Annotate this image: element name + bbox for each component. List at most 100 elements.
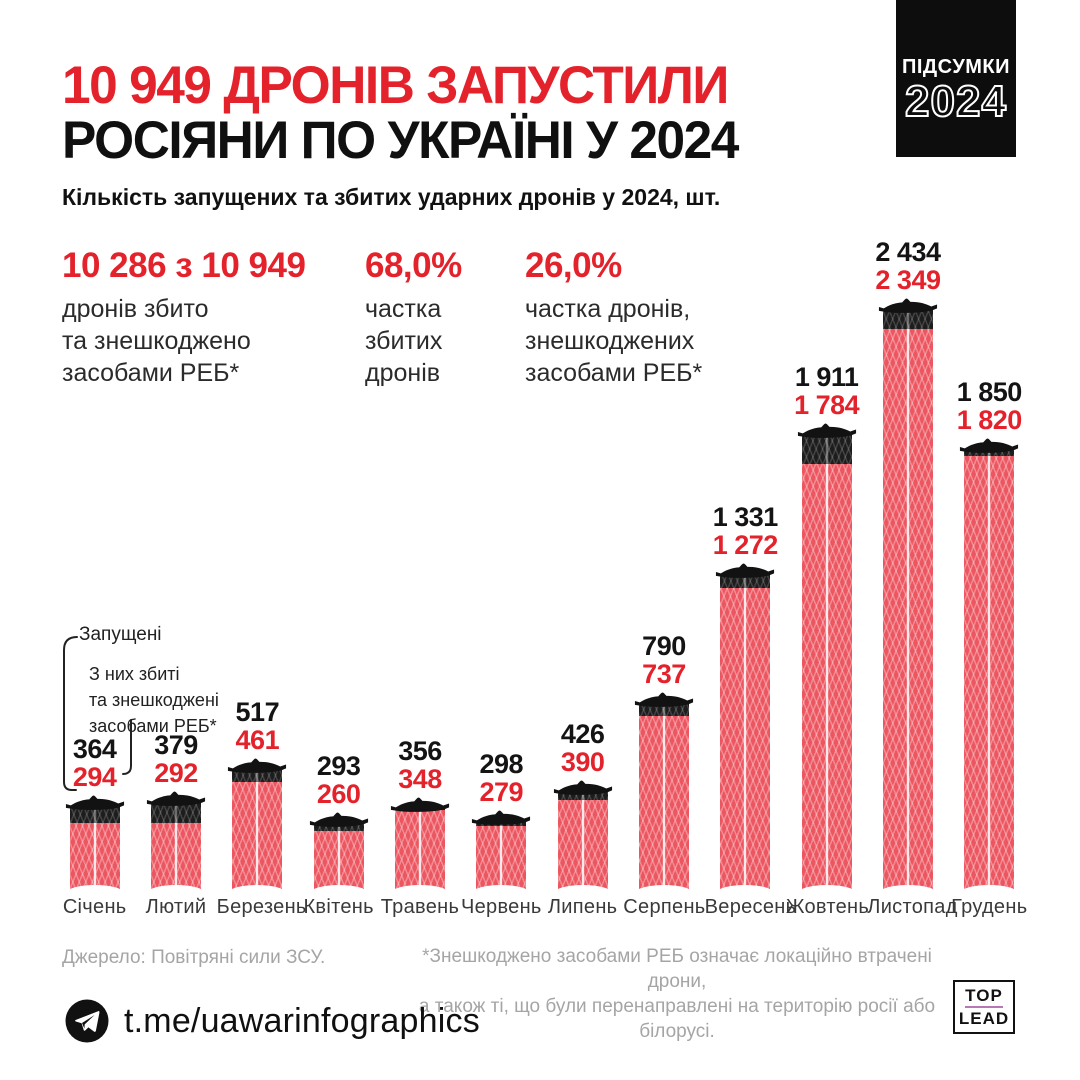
legend-connector-lines [63,636,132,791]
bar-downed-segment [232,782,283,893]
bar-chart: 364 294 379 292 517 461 293 260 356 348 298 279 426 3… [54,228,1030,901]
bar-value-launched: 293 [316,751,361,781]
month-label: Березень [216,896,307,918]
bar [878,309,937,901]
bar-bottom-notch [960,885,1019,901]
bar-value-downed: 292 [154,758,198,788]
bar-bottom-notch [878,885,937,901]
bar [634,703,693,901]
bar-downed-segment [394,810,445,893]
bar-bottom-notch [553,885,612,901]
stat-line: знешкоджених [525,327,695,355]
bar-not-downed-segment [557,791,608,800]
bar-value-launched: 1 331 [712,502,779,532]
bar-column: 1 911 1 784 [786,363,867,901]
bar-value-launched: 517 [235,697,280,727]
bar-column: 2 434 2 349 [867,237,948,901]
bar [390,808,449,901]
month-label: Лютий [145,896,207,918]
bar-column: 293 260 [298,751,379,901]
page-title: 10 949 ДРОНІВ ЗАПУСТИЛИ РОСІЯНИ ПО УКРАЇ… [62,56,739,170]
month-label: Травень [380,896,460,918]
bar-column: 1 331 1 272 [705,502,786,901]
chart-subtitle: Кількість запущених та збитих ударних др… [62,184,721,210]
title-line-black: РОСІЯНИ ПО УКРАЇНІ У 2024 [62,111,739,170]
stat-line: збитих [365,327,443,355]
stat-line: дронів збито [62,295,209,323]
drone-icon [634,692,694,707]
month-label: Грудень [951,896,1028,918]
logo-divider [965,1006,1003,1008]
bar [960,449,1019,901]
stat-line: частка дронів, [525,295,691,323]
bar-bottom-notch [716,885,775,901]
month-label: Червень [460,896,542,918]
bar-value-launched: 2 434 [875,237,941,267]
telegram-icon[interactable] [65,999,109,1043]
bar-value-downed: 2 349 [875,265,941,295]
drone-icon [960,438,1019,453]
bar-bottom-notch [797,885,856,901]
drone-icon [716,563,775,578]
bar-downed-segment [313,831,364,893]
drone-icon [228,758,287,773]
toplead-logo: TOP LEAD [953,980,1015,1034]
bar-value-downed: 348 [398,764,442,794]
bar-value-downed: 1 272 [712,530,779,560]
bar-bottom-notch [472,885,531,901]
bar-column: 364 294 [54,735,135,901]
bar-value-launched: 1 850 [956,377,1023,407]
footnote: *Знешкоджено засобами РЕБ означає локаці… [418,946,936,1042]
bar-downed-segment [476,826,527,893]
stat-value: 26,0% [525,246,622,285]
bar [797,434,856,901]
bar-column: 1 850 1 820 [949,377,1030,901]
bar-value-downed: 279 [479,777,524,807]
bar-value-downed: 737 [642,659,686,689]
bar-column: 298 279 [461,749,542,901]
year-badge: ПІДСУМКИ 2024 [896,0,1016,157]
bar-bottom-notch [228,885,287,901]
stat-downed-total: 10 286 з 10 949 дронів збито та знешкодж… [62,246,306,389]
month-label: Квітень [303,896,374,918]
bar-value-downed: 461 [235,725,280,755]
stat-line: засобами РЕБ* [525,359,703,387]
bar [65,806,124,901]
month-label: Жовтень [785,896,870,918]
bar-column: 426 390 [542,720,623,901]
bar-bottom-notch [634,885,693,901]
stat-share-ew: 26,0% частка дронів, знешкоджених засоба… [525,246,702,389]
title-line-red: 10 949 ДРОНІВ ЗАПУСТИЛИ [62,56,729,115]
bar [309,823,368,901]
drone-icon [797,423,856,438]
stat-line: дронів [365,359,441,387]
bar [716,574,775,901]
bar-not-downed-segment [313,823,364,831]
month-label: Листопад [867,896,958,918]
month-label: Липень [547,896,618,918]
drone-icon [472,810,531,825]
month-label: Січень [62,896,127,918]
drone-icon [878,298,937,313]
bar-not-downed-segment [69,806,120,823]
bar-downed-segment [801,464,852,893]
telegram-link[interactable]: t.me/uawarinfographics [65,999,480,1043]
bar-downed-segment [557,800,608,893]
x-axis-labels: Січень Лютий Березень Квітень Травень Червень… [54,896,1030,919]
bar-downed-segment [69,823,120,893]
bar-bottom-notch [65,885,124,901]
bar [553,791,612,901]
bar [146,802,205,901]
bar-not-downed-segment [150,802,201,823]
month-label: Серпень [623,896,706,918]
drone-icon [309,812,368,827]
stat-value: 10 286 з 10 949 [62,246,306,285]
telegram-handle[interactable]: t.me/uawarinfographics [124,1001,480,1040]
bar-bottom-notch [146,885,205,901]
source-text: Джерело: Повітряні сили ЗСУ. [62,947,326,968]
bar-value-launched: 379 [154,730,198,760]
bar-not-downed-segment [882,309,933,329]
bar-bottom-notch [309,885,368,901]
bar-column: 356 348 [379,737,460,901]
bar-value-launched: 298 [479,749,524,779]
